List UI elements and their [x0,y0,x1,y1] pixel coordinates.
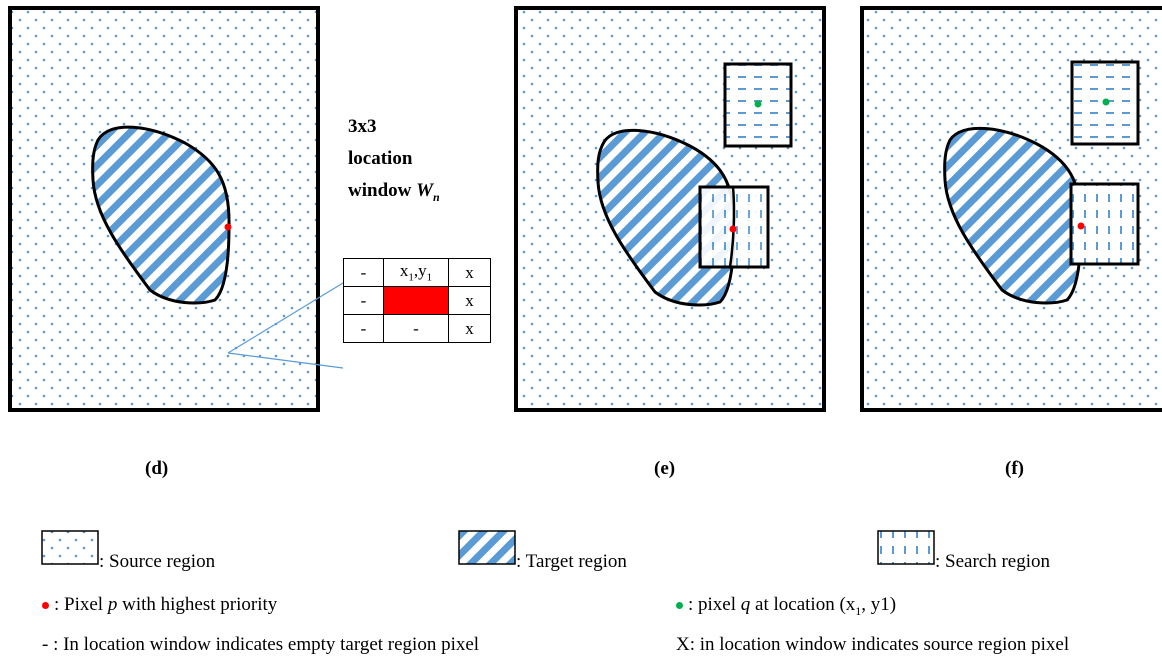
panel-f [860,6,1162,412]
matched-patch-e [723,62,793,148]
lw-cell-0-1: x1,y1 [383,258,449,287]
legend-pixel-q-prefix: : pixel [688,594,741,615]
lw-cell-1-2: x [448,286,491,315]
location-window-subscript: n [433,189,440,204]
caption-e: (e) [654,458,676,479]
pixel-p-dot-icon [42,602,49,610]
lw-cell-sub2: 1 [426,271,433,284]
location-window-grid: - x1,y1 x - x - - x [343,258,491,343]
target-region-f [943,126,1083,305]
lw-cell-center-highlight [383,286,449,315]
location-window-title-line2: location [348,148,413,169]
pixel-p-f [1077,222,1085,230]
location-window-title-line1: 3x3 [348,116,377,137]
legend-source-label: : Source region [99,551,216,572]
pixel-p-e [729,225,737,233]
lw-cell-2-1: - [383,314,449,343]
legend-target-swatch [458,530,516,565]
caption-d: (d) [145,458,169,479]
pixel-q-f [1102,98,1110,106]
lw-cell-y: ,y [413,261,427,281]
lw-cell-0-0: - [343,258,384,287]
location-window-title: 3x3 location window Wn [348,111,440,213]
panel-e [514,6,826,412]
lw-cell-0-2: x [448,258,491,287]
location-window-row: - x [343,286,491,315]
lw-cell-1-0: - [343,286,384,315]
connector-bottom [227,352,344,369]
legend-pixel-q: : pixel q at location (x1, y1) [676,594,896,619]
pixel-p-d [224,223,232,231]
legend-source-swatch [41,530,99,565]
legend-search-label: : Search region [935,551,1051,572]
legend-pixel-p: : Pixel p with highest priority [42,594,277,616]
connector-top [227,282,344,354]
lw-cell-2-2: x [448,314,491,343]
location-window-symbol: W [416,180,434,201]
legend-pixel-q-symbol: q [740,594,751,615]
legend-pixel-p-prefix: : Pixel [54,594,108,615]
caption-f: (f) [1005,458,1024,479]
target-boundary-e [728,186,736,268]
legend-pixel-p-symbol: p [107,594,118,615]
legend-empty-note: - : In location window indicates empty t… [42,634,480,655]
location-window-row: - x1,y1 x [343,258,491,287]
location-window-word: window [348,180,412,201]
location-window-title-line3: window Wn [348,175,440,213]
lw-cell-x: x [399,261,409,281]
panel-d [8,6,344,412]
pixel-q-e [754,100,762,108]
legend-pixel-q-suffix-b: , y1) [861,594,897,615]
lw-cell-2-0: - [343,314,384,343]
legend-target-label: : Target region [516,551,627,572]
legend-pixel-q-sub: 1 [855,603,862,618]
lw-cell-sub1: 1 [408,271,414,284]
pixel-q-dot-icon [676,602,683,610]
legend-search-swatch [877,530,935,565]
location-window-row: - - x [343,314,491,343]
target-region-d [91,125,231,305]
legend-source-note: X: in location window indicates source r… [676,634,1070,655]
legend-pixel-q-suffix-a: at location (x [750,594,856,615]
legend-pixel-p-suffix: with highest priority [117,594,278,615]
